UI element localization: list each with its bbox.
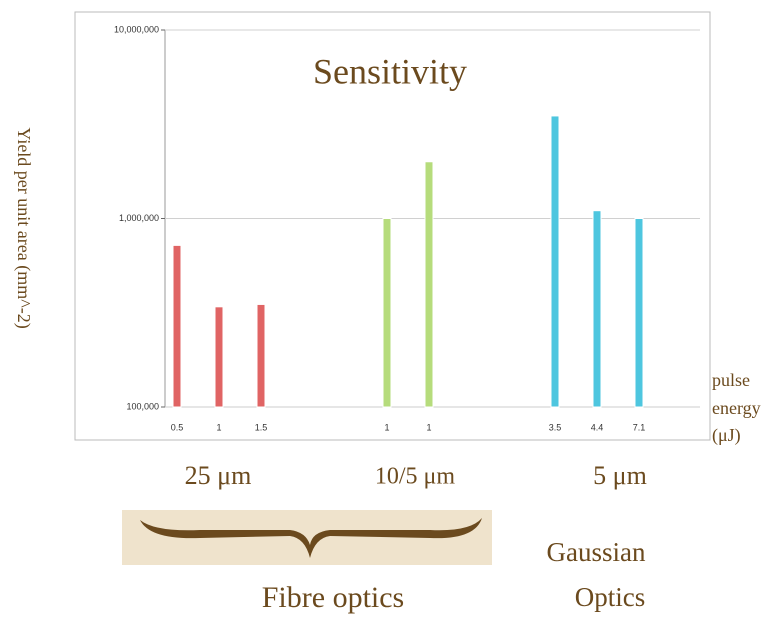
x-tick-label: 4.4 [591, 422, 604, 432]
group-label: 5 μm [593, 461, 647, 490]
x-tick-label: 1 [216, 422, 221, 432]
bar [551, 116, 559, 407]
chart: Sensitivity Yield per unit area (mm^-2) … [0, 0, 781, 617]
y-tick-label: 100,000 [126, 401, 159, 411]
x-axis-label: pulse [712, 370, 750, 390]
group-label: 25 μm [185, 461, 252, 490]
y-axis-label: Yield per unit area (mm^-2) [13, 127, 34, 328]
annotation: Gaussian [547, 537, 646, 567]
y-tick-label: 1,000,000 [119, 213, 159, 223]
bar [635, 219, 643, 408]
x-tick-label: 0.5 [171, 422, 184, 432]
x-tick-label: 1 [384, 422, 389, 432]
y-tick-label: 10,000,000 [114, 24, 159, 34]
bar [425, 162, 433, 407]
bar [173, 245, 181, 407]
page: Sensitivity Yield per unit area (mm^-2) … [0, 0, 781, 617]
annotation: Fibre optics [262, 581, 405, 614]
x-axis-label: energy [712, 398, 761, 418]
x-tick-label: 1.5 [255, 422, 268, 432]
x-tick-label: 3.5 [549, 422, 562, 432]
x-tick-label: 1 [426, 422, 431, 432]
bar [257, 304, 265, 407]
bar [383, 219, 391, 408]
x-axis-label: (μJ) [712, 425, 741, 446]
chart-title: Sensitivity [313, 51, 467, 91]
bar [593, 211, 601, 407]
x-tick-label: 7.1 [633, 422, 646, 432]
bar [215, 307, 223, 407]
annotation: Optics [575, 582, 646, 612]
group-label: 10/5 μm [375, 464, 456, 490]
